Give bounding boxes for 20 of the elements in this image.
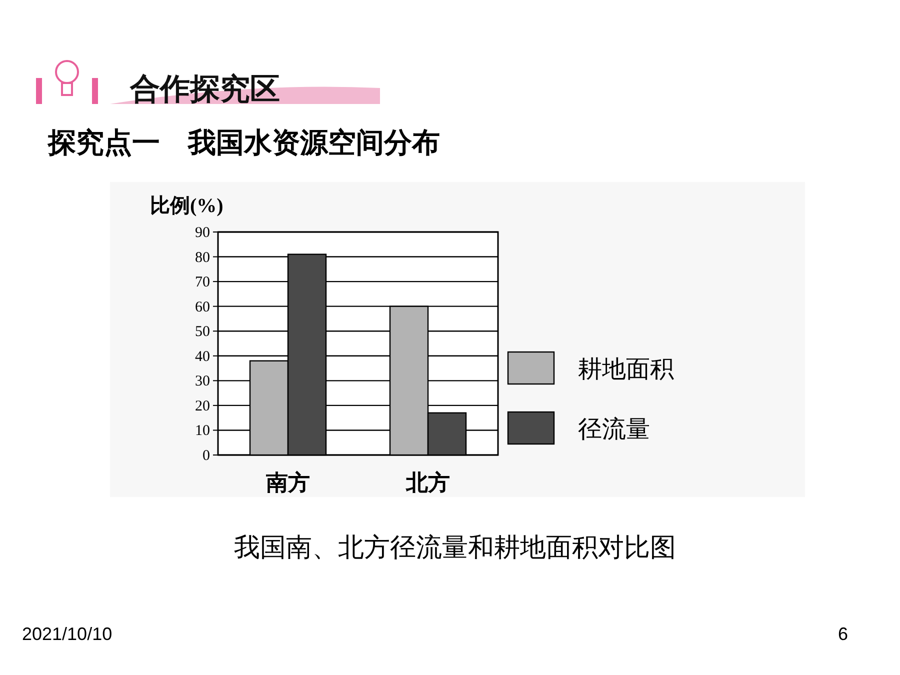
legend-label: 耕地面积 xyxy=(578,355,674,383)
text: 2021/10/10 xyxy=(22,624,112,644)
y-tick-label: 20 xyxy=(195,398,210,414)
y-axis-title: 比例(%) xyxy=(150,195,224,217)
text: 6 xyxy=(838,624,848,644)
y-tick-label: 30 xyxy=(195,374,210,390)
y-tick-label: 70 xyxy=(195,274,210,291)
x-tick-label: 北方 xyxy=(405,470,450,496)
y-tick-label: 10 xyxy=(195,423,210,440)
x-tick-label: 南方 xyxy=(265,470,310,496)
chart-title: 合作探究区 xyxy=(129,72,280,107)
chart-subtitle: 探究点一 我国水资源空间分布 xyxy=(47,126,440,159)
y-tick-label: 90 xyxy=(195,225,210,241)
text: 我国南、北方径流量和耕地面积对比图 xyxy=(234,533,676,563)
y-tick-label: 40 xyxy=(195,348,210,365)
legend-label: 径流量 xyxy=(578,415,650,443)
y-tick-label: 0 xyxy=(202,448,210,464)
y-tick-label: 80 xyxy=(195,250,210,266)
y-tick-label: 60 xyxy=(195,299,210,316)
y-tick-label: 50 xyxy=(195,324,210,340)
